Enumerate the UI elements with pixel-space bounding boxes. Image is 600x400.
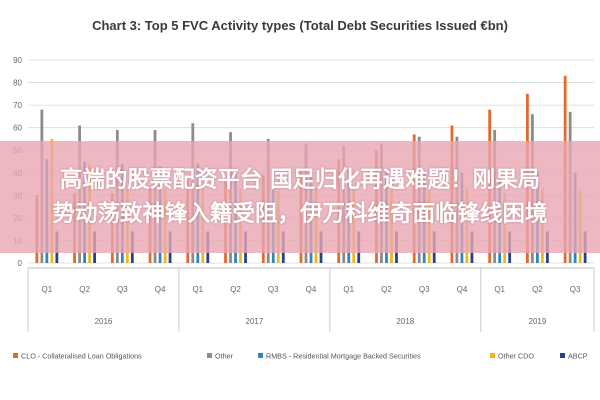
x-tick-label: Q4	[306, 285, 317, 294]
legend: CLO - Collateralised Loan Obligations Oth…	[13, 352, 588, 361]
year-label: 2019	[529, 317, 547, 326]
legend-label: Other CDO	[498, 352, 534, 361]
x-tick-label: Q3	[268, 285, 279, 294]
news-overlay-banner: 高端的股票配资平台 国足归化再遇难题！刚果局 势动荡致神锋入籍受阻，伊万科维奇面…	[0, 141, 600, 253]
year-label: 2016	[95, 317, 113, 326]
x-tick-label: Q1	[343, 285, 354, 294]
legend-swatch	[258, 353, 263, 358]
y-tick-label: 80	[13, 79, 22, 88]
chart-title: Chart 3: Top 5 FVC Activity types (Total…	[92, 18, 508, 33]
x-tick-label: Q4	[155, 285, 166, 294]
year-label: 2017	[246, 317, 264, 326]
x-tick-label: Q3	[570, 285, 581, 294]
legend-swatch	[13, 353, 18, 358]
x-tick-label: Q2	[532, 285, 543, 294]
x-tick-label: Q4	[457, 285, 468, 294]
legend-label: RMBS - Residential Mortgage Backed Secur…	[266, 352, 421, 361]
y-tick-label: 90	[13, 56, 22, 65]
x-tick-label: Q3	[117, 285, 128, 294]
x-tick-label: Q2	[381, 285, 392, 294]
y-tick-label: 60	[13, 124, 22, 133]
legend-label: Other	[215, 352, 234, 361]
overlay-headline-line-1: 高端的股票配资平台 国足归化再遇难题！刚果局	[59, 167, 541, 193]
x-tick-label: Q2	[230, 285, 241, 294]
x-tick-label: Q1	[192, 285, 203, 294]
x-tick-label: Q3	[419, 285, 430, 294]
legend-label: ABCP	[568, 352, 588, 361]
legend-swatch	[207, 353, 212, 358]
year-label: 2018	[396, 317, 414, 326]
legend-label: CLO - Collateralised Loan Obligations	[21, 352, 142, 361]
x-tick-label: Q2	[79, 285, 90, 294]
overlay-headline-line-2: 势动荡致神锋入籍受阻，伊万科维奇面临锋线困境	[52, 201, 548, 227]
legend-swatch	[560, 353, 565, 358]
x-tick-label: Q1	[494, 285, 505, 294]
x-tick-label: Q1	[42, 285, 53, 294]
y-tick-label: 70	[13, 101, 22, 110]
y-tick-label: 0	[18, 259, 23, 268]
legend-swatch	[490, 353, 495, 358]
